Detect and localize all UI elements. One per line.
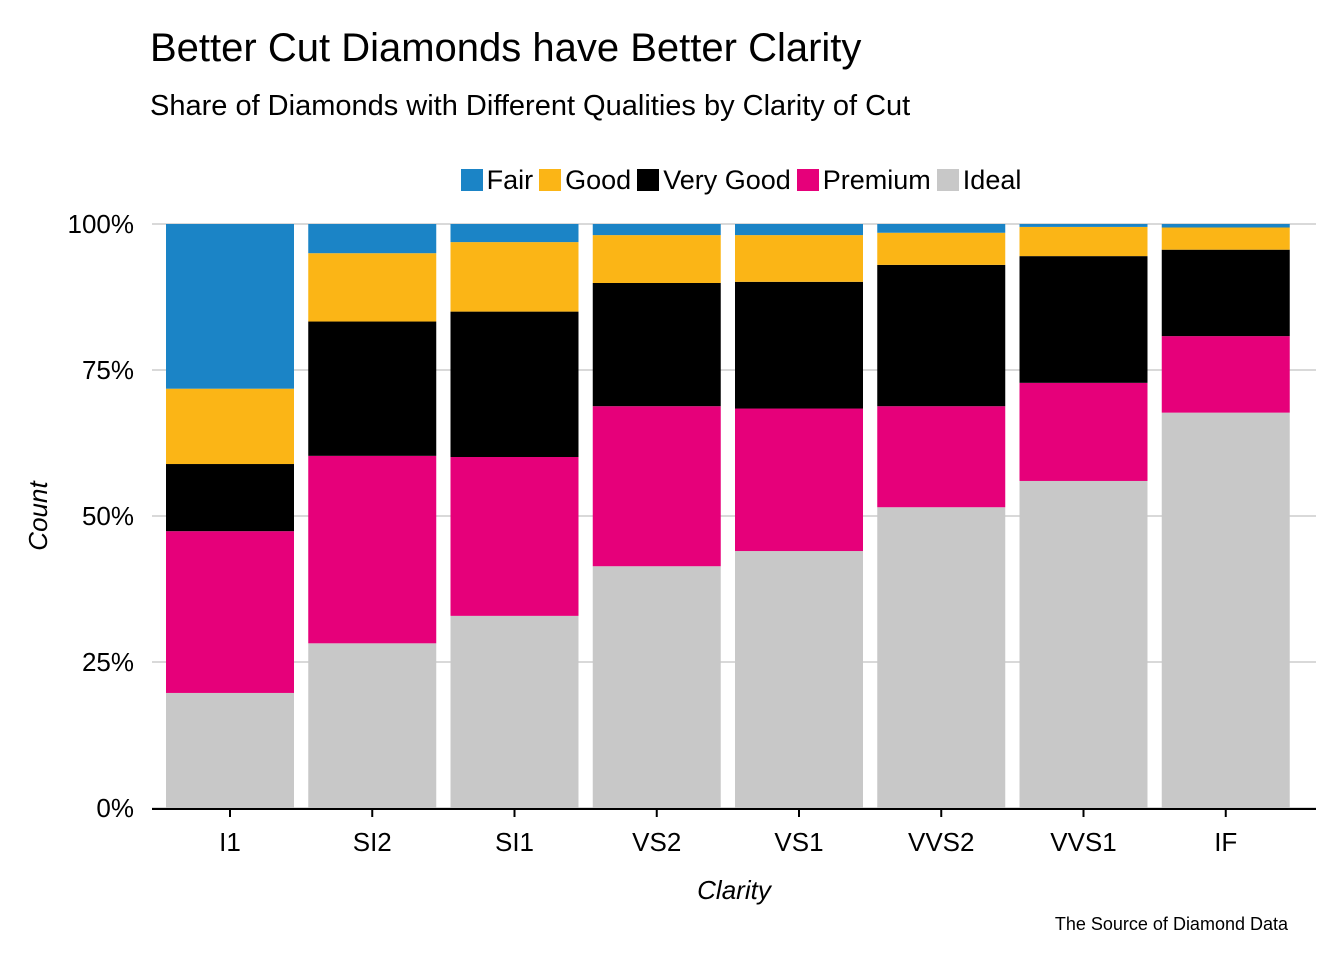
bar-vvs1-ideal <box>1019 480 1148 808</box>
bar-si2-premium <box>308 455 437 644</box>
legend-swatch-premium <box>796 169 819 191</box>
legend-item-ideal: Ideal <box>936 164 1022 196</box>
legend-label-very-good: Very Good <box>663 164 791 195</box>
bar-i1-very-good <box>166 464 294 532</box>
chart-title: Better Cut Diamonds have Better Clarity <box>150 26 862 70</box>
bar-vs2-good <box>592 235 721 283</box>
bar-if-ideal <box>1161 412 1290 808</box>
legend-swatch-ideal <box>936 169 959 191</box>
bar-si1-fair <box>450 224 579 243</box>
bar-if-very-good <box>1161 249 1290 337</box>
x-tick-label-if: IF <box>1214 827 1237 857</box>
bar-vvs2-fair <box>877 224 1006 233</box>
y-tick-label-4: 100% <box>68 209 135 239</box>
chart-caption: The Source of Diamond Data <box>1054 914 1288 934</box>
bar-vs1-fair <box>735 224 863 236</box>
x-tick-label-si1: SI1 <box>495 827 534 857</box>
x-tick-label-vvs2: VVS2 <box>908 827 975 857</box>
legend-label-ideal: Ideal <box>962 164 1022 195</box>
bar-vvs2-premium <box>877 406 1006 508</box>
bar-vvs2-very-good <box>877 264 1006 407</box>
bar-vs1-good <box>735 235 863 282</box>
bar-si1-ideal <box>450 615 579 808</box>
legend-label-fair: Fair <box>486 164 534 195</box>
bar-vs2-very-good <box>592 282 721 407</box>
y-tick-label-1: 25% <box>82 647 134 677</box>
bar-vs1-ideal <box>735 551 863 808</box>
legend-label-premium: Premium <box>822 164 931 195</box>
bar-i1-good <box>166 388 294 465</box>
bar-i1-fair <box>166 224 294 389</box>
bar-si1-good <box>450 242 579 312</box>
bar-if-premium <box>1161 336 1290 413</box>
legend-item-premium: Premium <box>796 164 931 196</box>
y-tick-label-2: 50% <box>82 501 134 531</box>
bar-vs1-very-good <box>735 281 863 409</box>
y-axis-title: Count <box>23 480 53 551</box>
bar-si2-good <box>308 253 437 322</box>
bar-vvs1-premium <box>1019 382 1148 481</box>
bar-si1-premium <box>450 457 579 616</box>
legend-swatch-very-good <box>637 169 660 191</box>
bar-i1-ideal <box>166 692 294 808</box>
x-tick-label-vvs1: VVS1 <box>1050 827 1117 857</box>
bar-si2-very-good <box>308 321 437 456</box>
legend-item-very-good: Very Good <box>637 165 791 196</box>
bar-vs2-ideal <box>592 566 721 808</box>
x-tick-label-vs2: VS2 <box>632 827 681 857</box>
x-tick-label-si2: SI2 <box>353 827 392 857</box>
chart-subtitle: Share of Diamonds with Different Qualiti… <box>150 90 911 122</box>
bar-i1-premium <box>166 531 294 693</box>
bar-vvs2-ideal <box>877 507 1006 808</box>
bar-vvs1-good <box>1019 226 1148 257</box>
x-tick-label-vs1: VS1 <box>774 827 823 857</box>
legend-swatch-fair <box>460 169 483 191</box>
bar-if-fair <box>1161 224 1290 228</box>
bar-vvs2-good <box>877 232 1006 265</box>
bar-vs1-premium <box>735 408 863 552</box>
legend: Fair Good Very Good Premium Ideal <box>0 160 1344 200</box>
x-tick-label-i1: I1 <box>219 827 241 857</box>
bar-vs2-fair <box>592 224 721 236</box>
bars <box>166 224 1290 808</box>
bar-vvs1-fair <box>1019 224 1148 227</box>
legend-item-fair: Fair <box>460 164 534 196</box>
y-tick-label-3: 75% <box>82 355 134 385</box>
legend-swatch-good <box>539 169 562 191</box>
bar-si1-very-good <box>450 311 579 458</box>
y-tick-label-0: 0% <box>96 793 134 823</box>
bar-si2-ideal <box>308 643 437 808</box>
bar-vvs1-very-good <box>1019 256 1148 383</box>
legend-item-good: Good <box>539 165 631 196</box>
bar-if-good <box>1161 227 1290 250</box>
legend-label-good: Good <box>565 164 632 195</box>
bar-vs2-premium <box>592 406 721 567</box>
x-axis-title: Clarity <box>697 875 773 905</box>
axes: 0% 25% 50% 75% 100% I1 SI2 SI1 VS2 VS1 VVS2 VVS1 IF <box>68 209 1316 857</box>
bar-si2-fair <box>308 224 437 254</box>
